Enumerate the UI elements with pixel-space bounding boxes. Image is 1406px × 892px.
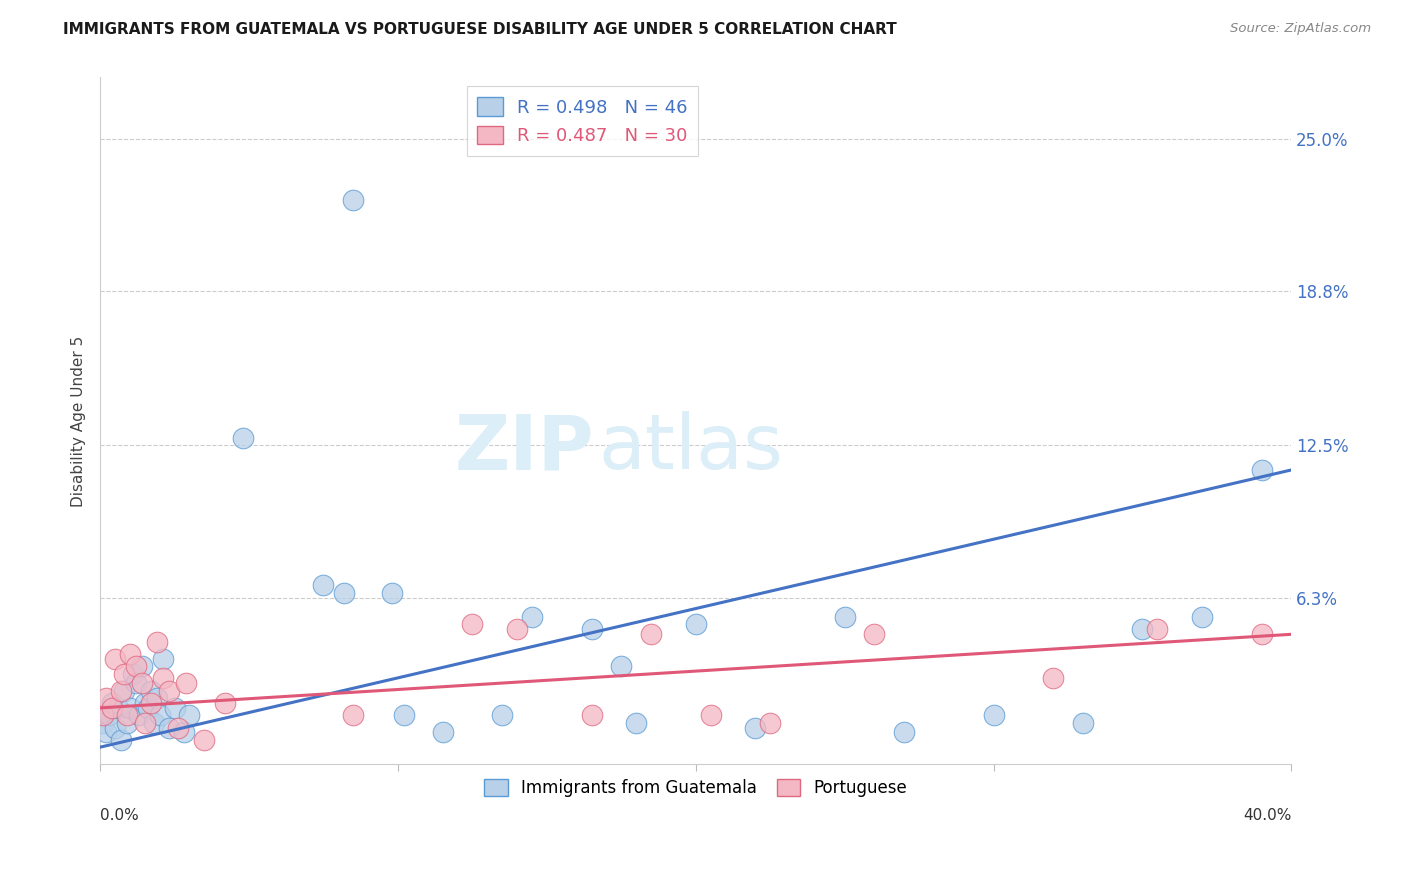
Point: [152, 652, 174, 666]
Point: [863, 627, 886, 641]
Point: [125, 659, 148, 673]
Point: [699, 708, 721, 723]
Point: [166, 721, 188, 735]
Point: [491, 708, 513, 723]
Point: [118, 647, 141, 661]
Point: [520, 610, 543, 624]
Point: [149, 708, 172, 723]
Point: [118, 701, 141, 715]
Point: [131, 676, 153, 690]
Point: [834, 610, 856, 624]
Legend: Immigrants from Guatemala, Portuguese: Immigrants from Guatemala, Portuguese: [478, 772, 914, 804]
Point: [104, 721, 127, 735]
Point: [173, 725, 195, 739]
Point: [94, 725, 117, 739]
Point: [744, 721, 766, 735]
Point: [112, 683, 135, 698]
Point: [193, 732, 215, 747]
Point: [1042, 672, 1064, 686]
Point: [342, 708, 364, 723]
Point: [115, 708, 138, 723]
Point: [145, 634, 167, 648]
Point: [112, 666, 135, 681]
Text: ZIP: ZIP: [456, 411, 595, 485]
Point: [134, 696, 156, 710]
Point: [101, 696, 124, 710]
Point: [115, 715, 138, 730]
Point: [1250, 627, 1272, 641]
Text: atlas: atlas: [598, 411, 783, 485]
Point: [145, 691, 167, 706]
Point: [176, 676, 198, 690]
Point: [179, 708, 201, 723]
Point: [624, 715, 647, 730]
Point: [232, 431, 254, 445]
Point: [131, 659, 153, 673]
Point: [152, 672, 174, 686]
Point: [142, 715, 165, 730]
Point: [432, 725, 454, 739]
Point: [461, 617, 484, 632]
Point: [163, 701, 186, 715]
Point: [610, 659, 633, 673]
Point: [983, 708, 1005, 723]
Point: [392, 708, 415, 723]
Point: [139, 683, 162, 698]
Point: [581, 708, 603, 723]
Point: [125, 676, 148, 690]
Text: IMMIGRANTS FROM GUATEMALA VS PORTUGUESE DISABILITY AGE UNDER 5 CORRELATION CHART: IMMIGRANTS FROM GUATEMALA VS PORTUGUESE …: [63, 22, 897, 37]
Point: [136, 701, 159, 715]
Point: [581, 623, 603, 637]
Text: 0.0%: 0.0%: [100, 808, 139, 823]
Point: [104, 652, 127, 666]
Point: [1071, 715, 1094, 730]
Point: [685, 617, 707, 632]
Point: [98, 708, 121, 723]
Y-axis label: Disability Age Under 5: Disability Age Under 5: [72, 335, 86, 507]
Point: [506, 623, 529, 637]
Point: [110, 683, 132, 698]
Point: [157, 683, 180, 698]
Point: [893, 725, 915, 739]
Point: [1132, 623, 1154, 637]
Point: [91, 708, 114, 723]
Point: [157, 721, 180, 735]
Point: [342, 193, 364, 207]
Point: [134, 715, 156, 730]
Point: [107, 701, 129, 715]
Text: Source: ZipAtlas.com: Source: ZipAtlas.com: [1230, 22, 1371, 36]
Point: [94, 691, 117, 706]
Point: [1191, 610, 1213, 624]
Point: [122, 666, 145, 681]
Point: [381, 585, 404, 599]
Point: [110, 732, 132, 747]
Point: [312, 578, 335, 592]
Point: [759, 715, 782, 730]
Point: [640, 627, 662, 641]
Text: 40.0%: 40.0%: [1243, 808, 1291, 823]
Point: [333, 585, 356, 599]
Point: [128, 708, 150, 723]
Point: [91, 715, 114, 730]
Point: [1146, 623, 1168, 637]
Point: [214, 696, 236, 710]
Point: [1250, 463, 1272, 477]
Point: [139, 696, 162, 710]
Point: [101, 701, 124, 715]
